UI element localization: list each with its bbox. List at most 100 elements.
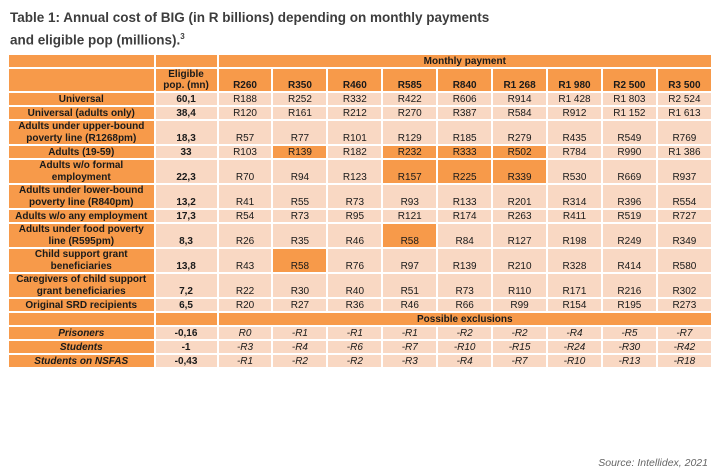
cost-cell: R182	[328, 146, 382, 158]
payment-header: R350	[273, 69, 327, 91]
exclusion-cost-cell: -R1	[273, 327, 327, 339]
cost-cell: R584	[493, 107, 547, 119]
row-label: Child support grant beneficiaries	[9, 249, 154, 272]
cost-cell: R332	[328, 93, 382, 105]
exclusion-cost-cell: -R5	[602, 327, 656, 339]
exclusion-cost-cell: -R4	[273, 341, 327, 353]
payment-header: R260	[218, 69, 272, 91]
cost-cell: R129	[383, 121, 437, 144]
cost-cell: R139	[273, 146, 327, 158]
payment-header: R1 268	[493, 69, 547, 91]
cost-cell: R161	[273, 107, 327, 119]
cost-cell: R198	[548, 224, 601, 247]
eligible-pop-cell: 8,3	[155, 224, 217, 247]
row-label: Original SRD recipients	[9, 299, 154, 311]
cost-cell: R232	[383, 146, 437, 158]
header-row-payments: Eligible pop. (mn) R260 R350 R460 R585 R840 R1…	[9, 69, 711, 91]
exclusion-row: Students -1 -R3 -R4 -R6 -R7 -R10 -R15 -R24 -R30 -R…	[9, 341, 711, 353]
cost-cell: R554	[657, 185, 711, 208]
cost-cell: R70	[218, 160, 272, 183]
title-line-2: and eligible pop (millions).	[10, 32, 181, 48]
cost-cell: R201	[493, 185, 547, 208]
cost-cell: R57	[218, 121, 272, 144]
cost-cell: R502	[493, 146, 547, 158]
cost-cell: R95	[328, 210, 382, 222]
cost-cell: R387	[438, 107, 492, 119]
cost-cell: R43	[218, 249, 272, 272]
table-row: Adults w/o any employment 17,3 R54 R73 R95 R1…	[9, 210, 711, 222]
title-line-1: Table 1: Annual cost of BIG (in R billio…	[10, 10, 490, 25]
table-row: Adults under food poverty line (R595pm) 8…	[9, 224, 711, 247]
source-note: Source: Intellidex, 2021	[598, 457, 708, 469]
row-label: Adults (19-59)	[9, 146, 154, 158]
cost-cell: R414	[602, 249, 656, 272]
cost-cell: R174	[438, 210, 492, 222]
cost-cell: R139	[438, 249, 492, 272]
table-row: Caregivers of child support grant benefi…	[9, 274, 711, 297]
table-row: Original SRD recipients 6,5 R20 R27 R36 R46 R6…	[9, 299, 711, 311]
cost-cell: R188	[218, 93, 272, 105]
cost-cell: R769	[657, 121, 711, 144]
exclusion-cost-cell: -R6	[328, 341, 382, 353]
cost-cell: R2 524	[657, 93, 711, 105]
eligible-pop-cell: 13,2	[155, 185, 217, 208]
exclusion-row: Students on NSFAS -0,43 -R1 -R2 -R2 -R3 -R4 -R7…	[9, 355, 711, 367]
cost-cell: R35	[273, 224, 327, 247]
cost-cell: R519	[602, 210, 656, 222]
exclusion-cost-cell: -R10	[548, 355, 601, 367]
cost-cell: R20	[218, 299, 272, 311]
eligible-pop-cell: 38,4	[155, 107, 217, 119]
exclusion-label: Students	[9, 341, 154, 353]
exclusion-cost-cell: -R15	[493, 341, 547, 353]
cost-cell: R225	[438, 160, 492, 183]
cost-cell: R727	[657, 210, 711, 222]
cost-cell: R339	[493, 160, 547, 183]
cost-cell: R216	[602, 274, 656, 297]
cost-cell: R990	[602, 146, 656, 158]
header-blank	[155, 55, 217, 67]
cost-cell: R263	[493, 210, 547, 222]
table-row: Adults under lower-bound poverty line (R…	[9, 185, 711, 208]
eligible-pop-cell: 22,3	[155, 160, 217, 183]
cost-cell: R1 152	[602, 107, 656, 119]
exclusion-cost-cell: -R4	[438, 355, 492, 367]
header-blank	[9, 69, 154, 91]
table-row: Universal (adults only) 38,4 R120 R161 R212 R…	[9, 107, 711, 119]
title-footnote-ref: 3	[180, 32, 185, 41]
possible-exclusions-header: Possible exclusions	[218, 313, 711, 325]
cost-cell: R51	[383, 274, 437, 297]
exclusion-cost-cell: -R2	[273, 355, 327, 367]
cost-cell: R110	[493, 274, 547, 297]
eligible-pop-cell: 18,3	[155, 121, 217, 144]
cost-cell: R133	[438, 185, 492, 208]
cost-table: Monthly payment Eligible pop. (mn) R260 R35…	[7, 53, 713, 369]
exclusion-row: Prisoners -0,16 R0 -R1 -R1 -R1 -R2 -R2 -R4 -R5 -R7	[9, 327, 711, 339]
cost-cell: R157	[383, 160, 437, 183]
cost-cell: R46	[383, 299, 437, 311]
monthly-payment-header: Monthly payment	[218, 55, 711, 67]
cost-cell: R1 428	[548, 93, 601, 105]
payment-header: R3 500	[657, 69, 711, 91]
exclusions-header-row: Possible exclusions	[9, 313, 711, 325]
exclusion-cost-cell: -R4	[548, 327, 601, 339]
payment-header: R1 980	[548, 69, 601, 91]
header-blank	[9, 55, 154, 67]
cost-cell: R333	[438, 146, 492, 158]
exclusion-label: Students on NSFAS	[9, 355, 154, 367]
payment-header: R2 500	[602, 69, 656, 91]
cost-cell: R66	[438, 299, 492, 311]
cost-cell: R30	[273, 274, 327, 297]
cost-cell: R580	[657, 249, 711, 272]
eligible-pop-cell: 60,1	[155, 93, 217, 105]
exclusion-cost-cell: -R1	[383, 327, 437, 339]
header-blank	[155, 313, 217, 325]
cost-cell: R36	[328, 299, 382, 311]
table-row: Adults under upper-bound poverty line (R…	[9, 121, 711, 144]
cost-cell: R252	[273, 93, 327, 105]
row-label: Adults w/o any employment	[9, 210, 154, 222]
payment-header: R840	[438, 69, 492, 91]
cost-cell: R195	[602, 299, 656, 311]
exclusion-cost-cell: -R7	[383, 341, 437, 353]
cost-cell: R435	[548, 121, 601, 144]
cost-cell: R171	[548, 274, 601, 297]
